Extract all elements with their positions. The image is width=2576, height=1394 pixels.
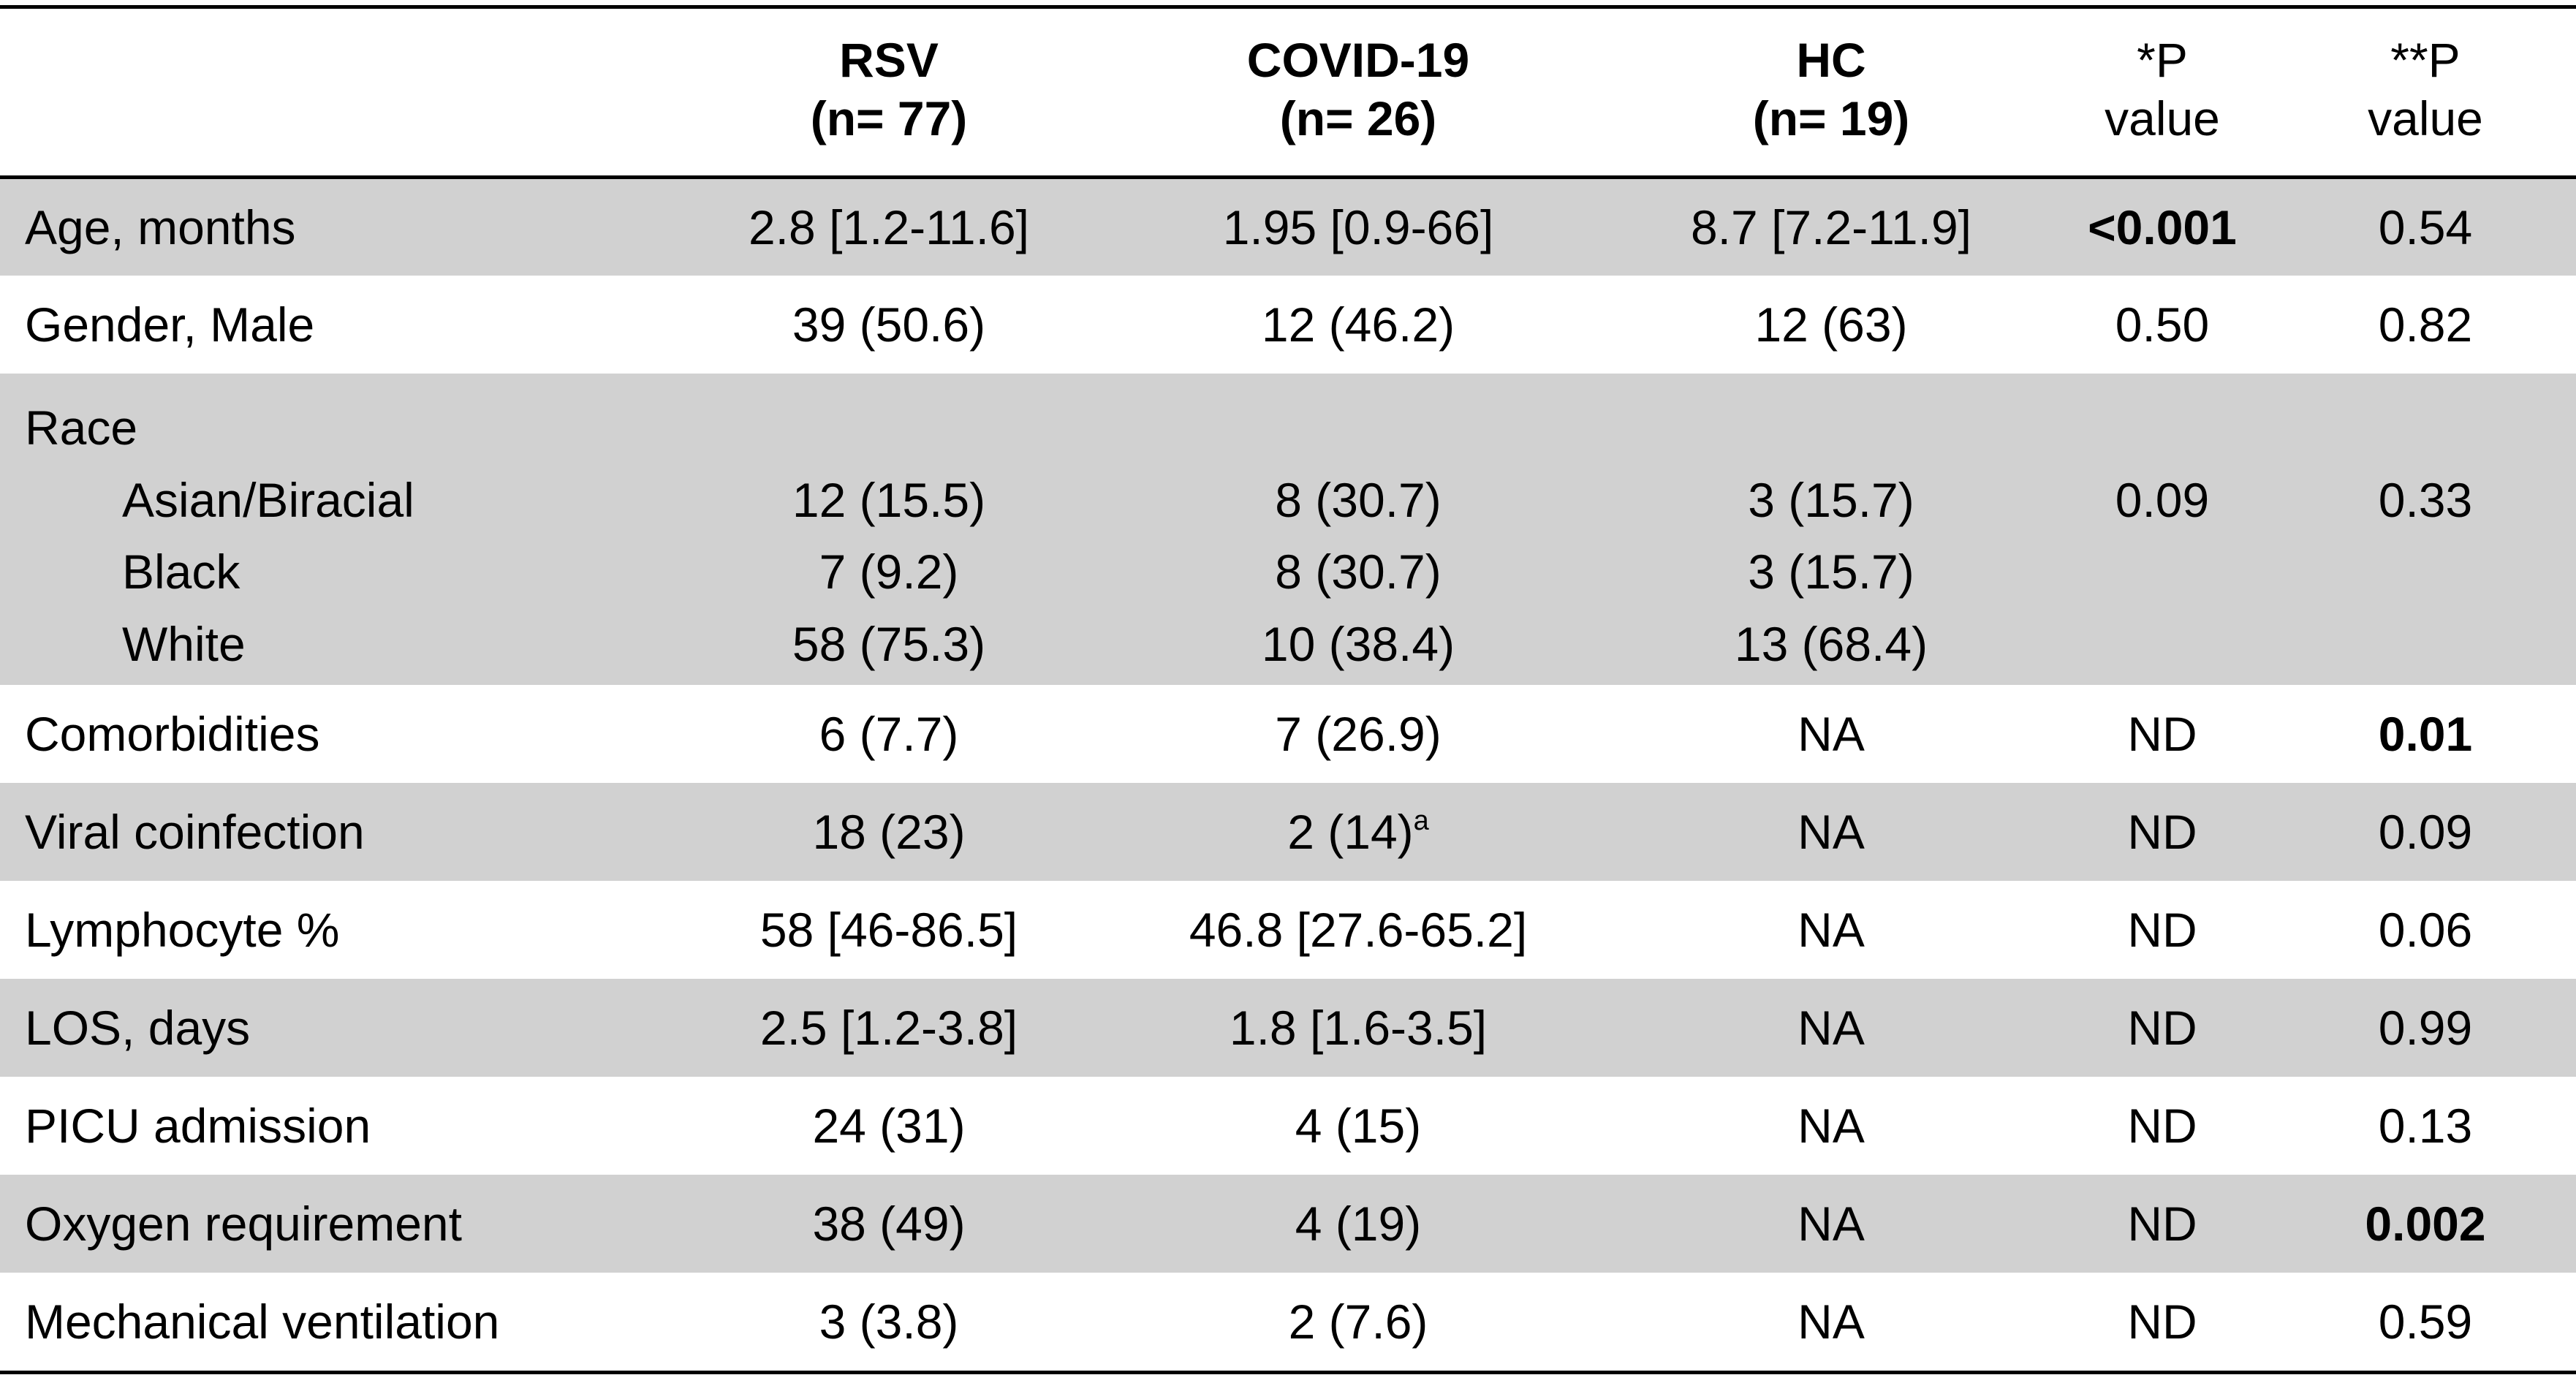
header-row: RSV (n= 77) COVID-19 (n= 26) HC (n= 19) *P v… bbox=[0, 9, 2576, 175]
hc-value: 3 (15.7) bbox=[1748, 545, 1914, 599]
hc-value: NA bbox=[1797, 1099, 1865, 1153]
covid-value: 4 (19) bbox=[1295, 1197, 1422, 1251]
table-row: Comorbidities 6 (7.7) 7 (26.9) NA ND 0.0… bbox=[0, 685, 2576, 783]
rsv-value: 2.5 [1.2-3.8] bbox=[759, 1001, 1018, 1055]
header-hc: HC (n= 19) bbox=[1752, 33, 1910, 145]
p-value-1: ND bbox=[2127, 1001, 2197, 1055]
p-value-2: 0.13 bbox=[2378, 1099, 2473, 1153]
p-value-1: 0.09 bbox=[2115, 473, 2210, 527]
header-rule bbox=[0, 175, 2576, 179]
table-row: LOS, days 2.5 [1.2-3.8] 1.8 [1.6-3.5] NA… bbox=[0, 979, 2576, 1077]
covid-value: 46.8 [27.6-65.2] bbox=[1189, 903, 1528, 957]
footnote-marker: a bbox=[1413, 806, 1429, 836]
hc-value: NA bbox=[1797, 805, 1865, 859]
p-value-2: 0.002 bbox=[2365, 1197, 2486, 1251]
rsv-value: 6 (7.7) bbox=[819, 707, 959, 761]
rsv-value: 58 [46-86.5] bbox=[759, 903, 1018, 957]
header-covid: COVID-19 (n= 26) bbox=[1246, 33, 1470, 145]
covid-value: 8 (30.7) bbox=[1275, 473, 1442, 527]
rsv-value: 12 (15.5) bbox=[792, 473, 986, 527]
table-row: Race Asian/Biracial 12 (15.5) 8 (30.7) 3… bbox=[0, 374, 2576, 685]
row-label: Race bbox=[25, 401, 138, 455]
p-value-2: 0.82 bbox=[2378, 298, 2473, 352]
p-value-1: ND bbox=[2127, 805, 2197, 859]
covid-value: 7 (26.9) bbox=[1275, 707, 1442, 761]
rsv-value: 38 (49) bbox=[812, 1197, 966, 1251]
hc-value: 3 (15.7) bbox=[1748, 473, 1914, 527]
hc-value: NA bbox=[1797, 1295, 1865, 1349]
rsv-value: 7 (9.2) bbox=[819, 545, 959, 599]
covid-value: 2 (7.6) bbox=[1288, 1295, 1428, 1349]
p-value-1: ND bbox=[2127, 1197, 2197, 1251]
covid-value: 1.95 [0.9-66] bbox=[1222, 200, 1494, 254]
p-value-2: 0.59 bbox=[2378, 1295, 2473, 1349]
row-label: Viral coinfection bbox=[25, 805, 365, 859]
row-label: Age, months bbox=[25, 200, 296, 254]
bottom-rule bbox=[0, 1371, 2576, 1374]
rsv-value: 18 (23) bbox=[812, 805, 966, 859]
table-row: Lymphocyte % 58 [46-86.5] 46.8 [27.6-65.… bbox=[0, 881, 2576, 979]
p-value-2: 0.09 bbox=[2378, 805, 2473, 859]
p-value-2: 0.06 bbox=[2378, 903, 2473, 957]
hc-value: NA bbox=[1797, 707, 1865, 761]
rsv-value: 24 (31) bbox=[812, 1099, 966, 1153]
row-label: Mechanical ventilation bbox=[25, 1295, 500, 1349]
sub-label-black: Black bbox=[122, 545, 240, 599]
rsv-value: 39 (50.6) bbox=[792, 298, 986, 352]
p-value-1: <0.001 bbox=[2088, 200, 2237, 254]
table-row: PICU admission 24 (31) 4 (15) NA ND 0.13 bbox=[0, 1077, 2576, 1175]
p-value-2: 0.54 bbox=[2378, 200, 2473, 254]
row-label: PICU admission bbox=[25, 1099, 371, 1153]
row-label: Comorbidities bbox=[25, 707, 320, 761]
p-value-2: 0.01 bbox=[2378, 707, 2473, 761]
covid-value: 8 (30.7) bbox=[1275, 545, 1442, 599]
p-value-1: ND bbox=[2127, 707, 2197, 761]
hc-value: 12 (63) bbox=[1754, 298, 1908, 352]
header-rsv: RSV (n= 77) bbox=[810, 33, 968, 145]
row-label: Lymphocyte % bbox=[25, 903, 340, 957]
covid-value: 10 (38.4) bbox=[1261, 617, 1455, 671]
p-value-1: ND bbox=[2127, 1099, 2197, 1153]
hc-value: NA bbox=[1797, 1197, 1865, 1251]
p-value-1: 0.50 bbox=[2115, 298, 2210, 352]
covid-value: 4 (15) bbox=[1295, 1099, 1422, 1153]
rsv-value: 58 (75.3) bbox=[792, 617, 986, 671]
p-value-2: 0.33 bbox=[2378, 473, 2473, 527]
hc-value: NA bbox=[1797, 1001, 1865, 1055]
table-row: Mechanical ventilation 3 (3.8) 2 (7.6) N… bbox=[0, 1273, 2576, 1371]
covid-value: 12 (46.2) bbox=[1261, 298, 1455, 352]
table-row: Age, months 2.8 [1.2-11.6] 1.95 [0.9-66]… bbox=[0, 179, 2576, 276]
header-p-value-2: **P value bbox=[2368, 33, 2483, 145]
hc-value: 8.7 [7.2-11.9] bbox=[1690, 200, 1972, 254]
rsv-value: 2.8 [1.2-11.6] bbox=[748, 200, 1030, 254]
hc-value: NA bbox=[1797, 903, 1865, 957]
table-row: Gender, Male 39 (50.6) 12 (46.2) 12 (63)… bbox=[0, 276, 2576, 374]
row-label: Oxygen requirement bbox=[25, 1197, 462, 1251]
row-label: Gender, Male bbox=[25, 298, 315, 352]
rsv-value: 3 (3.8) bbox=[819, 1295, 959, 1349]
header-p-value-1: *P value bbox=[2105, 33, 2220, 145]
covid-value: 2 (14)a bbox=[1287, 805, 1429, 859]
hc-value: 13 (68.4) bbox=[1734, 617, 1928, 671]
table-row: Viral coinfection 18 (23) 2 (14)a NA ND … bbox=[0, 783, 2576, 881]
sub-label-white: White bbox=[122, 617, 246, 671]
top-rule bbox=[0, 5, 2576, 9]
p-value-1: ND bbox=[2127, 1295, 2197, 1349]
p-value-2: 0.99 bbox=[2378, 1001, 2473, 1055]
covid-value: 1.8 [1.6-3.5] bbox=[1229, 1001, 1488, 1055]
sub-label-asian-biracial: Asian/Biracial bbox=[122, 473, 414, 527]
row-label: LOS, days bbox=[25, 1001, 251, 1055]
p-value-1: ND bbox=[2127, 903, 2197, 957]
table-row: Oxygen requirement 38 (49) 4 (19) NA ND … bbox=[0, 1175, 2576, 1273]
